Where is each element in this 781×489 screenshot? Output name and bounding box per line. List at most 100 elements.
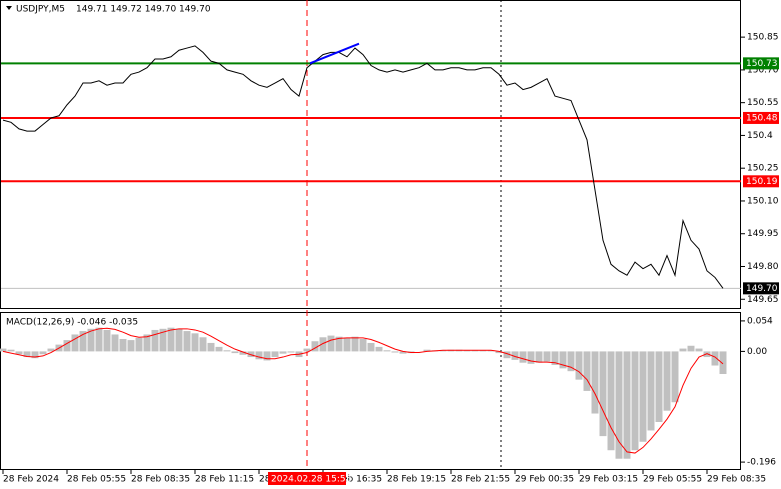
x-tick-label: 29 Feb 08:35: [707, 475, 766, 485]
macd-bar: [607, 351, 615, 451]
macd-bar: [39, 351, 47, 355]
macd-bar: [31, 351, 39, 359]
y-tick-label: 150.10: [747, 196, 779, 206]
level-label: 150.73: [746, 59, 778, 69]
marker-box: [268, 472, 346, 485]
macd-bar: [423, 349, 431, 352]
current-price-box: [743, 282, 779, 295]
macd-bar: [479, 350, 487, 352]
x-tick-label: 28 Feb 21:55: [451, 475, 510, 485]
price-pane: [0, 0, 741, 309]
macd-bar: [639, 351, 647, 442]
macd-bar: [199, 337, 207, 352]
macd-bar: [239, 351, 247, 355]
x-tick-label: 28 Feb 11:15: [195, 475, 254, 485]
macd-bar: [159, 328, 167, 352]
macd-tick-label: -0.196: [747, 458, 776, 468]
y-tick-label: 149.80: [747, 262, 779, 272]
macd-bar: [631, 351, 639, 451]
macd-bar: [367, 342, 375, 352]
macd-bar: [391, 351, 399, 353]
macd-bar: [343, 337, 351, 352]
macd-bar: [127, 340, 135, 352]
macd-bar: [207, 342, 215, 352]
macd-bar: [495, 351, 503, 354]
macd-bar: [119, 338, 127, 352]
ohlc-values: 149.71 149.72 149.70 149.70: [76, 5, 211, 15]
macd-bar: [359, 338, 367, 352]
macd-bar: [143, 334, 151, 352]
macd-bar: [711, 351, 719, 366]
macd-bar: [103, 329, 111, 352]
x-tick-label: 29 Feb 05:55: [643, 475, 702, 485]
macd-bar: [319, 337, 327, 352]
macd-bar: [135, 337, 143, 352]
macd-bar: [559, 351, 567, 369]
macd-label: MACD(12,26,9) -0.046 -0.035: [6, 318, 138, 328]
macd-bar: [263, 351, 271, 361]
y-tick-label: 150.4: [747, 131, 773, 141]
macd-bar: [503, 351, 511, 359]
macd-bar: [375, 346, 383, 352]
macd-bar: [687, 345, 695, 352]
macd-bar: [463, 350, 471, 352]
dropdown-icon: [6, 6, 12, 10]
macd-bar: [79, 331, 87, 352]
level-box: [743, 111, 779, 124]
macd-bar: [719, 351, 727, 374]
macd-bar: [519, 351, 527, 363]
level-label: 150.19: [746, 177, 778, 187]
price-line: [2, 45, 724, 289]
macd-bar: [15, 351, 23, 355]
macd-bar: [663, 351, 671, 411]
y-tick-label: 149.95: [747, 229, 779, 239]
macd-bar: [535, 351, 543, 363]
macd-bar: [63, 340, 71, 352]
macd-bar: [23, 351, 31, 358]
macd-bar: [527, 351, 535, 364]
macd-bar: [167, 327, 175, 352]
macd-bar: [383, 350, 391, 352]
level-box: [743, 175, 779, 188]
y-tick-label: 150.85: [747, 33, 779, 43]
macd-bar: [487, 350, 495, 352]
macd-bar: [151, 329, 159, 352]
macd-bar: [655, 351, 663, 422]
macd-bar: [303, 348, 311, 352]
marker-label: 2024.02.28 15:55: [271, 475, 351, 485]
macd-bar: [575, 351, 583, 380]
macd-bar: [47, 348, 55, 352]
x-tick-label: 29 Feb 00:35: [515, 475, 574, 485]
macd-bar: [231, 351, 239, 354]
signal-line: [2, 327, 724, 454]
y-tick-label: 150.70: [747, 65, 779, 75]
layer: 150.85 150.70 150.55 150.4 150.25 150.10 149.9…: [0, 33, 779, 485]
x-tick-label: 28 Feb 2024: [3, 475, 59, 485]
macd-bar: [335, 336, 343, 352]
x-tick-label: 28 Feb 19:15: [387, 475, 446, 485]
y-tick-label: 150.25: [747, 164, 779, 174]
macd-bar: [183, 331, 191, 352]
macd-bar: [647, 351, 655, 431]
macd-bar: [599, 351, 607, 437]
macd-bar: [703, 351, 711, 358]
x-tick-label: 28 Feb 05:55: [67, 475, 126, 485]
trend-line: [309, 42, 360, 65]
macd-bar: [311, 341, 319, 352]
x-tick-label: 29 Feb 03:15: [579, 475, 638, 485]
macd-bar: [551, 351, 559, 365]
macd-bar: [223, 350, 231, 352]
y-tick-label: 149.65: [747, 295, 779, 305]
level-box: [743, 57, 779, 70]
macd-bar: [439, 350, 447, 352]
current-price-label: 149.70: [746, 284, 778, 294]
y-tick-label: 150.55: [747, 98, 779, 108]
macd-bar: [255, 351, 263, 360]
macd-bar: [87, 328, 95, 352]
macd-bar: [543, 351, 551, 362]
macd-tick-label: 0.054: [747, 316, 773, 326]
macd-bar: [71, 334, 79, 352]
macd-bar: [511, 351, 519, 360]
macd-bar: [695, 348, 703, 352]
macd-bar: [95, 327, 103, 352]
